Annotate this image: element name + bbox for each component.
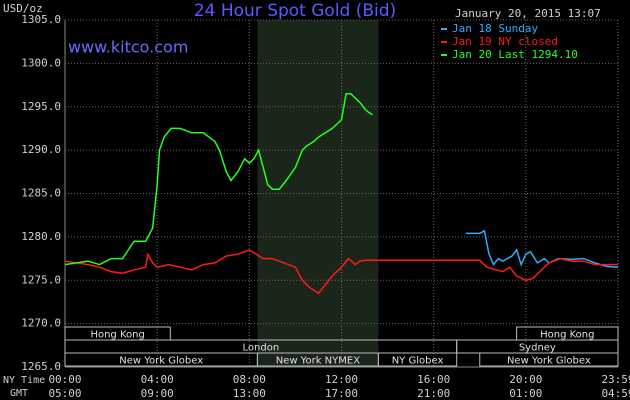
x2-tick-label: 01:00 (509, 387, 542, 400)
session-label: Hong Kong (540, 330, 594, 341)
x-tick-label: 12:00 (325, 373, 358, 386)
session-label: Hong Kong (90, 330, 144, 341)
y-tick-label: 1305.0 (21, 13, 61, 26)
x2-tick-label: 05:00 (48, 387, 81, 400)
x2-tick-label: 09:00 (141, 387, 174, 400)
x-tick-label: 20:00 (509, 373, 542, 386)
chart-title: 24 Hour Spot Gold (Bid) (194, 1, 396, 21)
series-line (64, 249, 618, 295)
x-tick-label: 16:00 (417, 373, 450, 386)
x-tick-label: 00:00 (48, 373, 81, 386)
x2-tick-label: 13:00 (233, 387, 266, 400)
session-label: London (243, 343, 280, 354)
x-tick-label: 04:00 (141, 373, 174, 386)
y-tick-label: 1295.0 (21, 100, 61, 113)
x-tick-label: 08:00 (233, 373, 266, 386)
y-tick-label: 1280.0 (21, 230, 61, 243)
x2-tick-label: 17:00 (325, 387, 358, 400)
series-line (64, 92, 373, 266)
y-tick-label: 1290.0 (21, 143, 61, 156)
legend-label: Jan 20 Last 1294.10 (452, 48, 578, 61)
x2-axis-label: GMT (10, 388, 28, 399)
y-tick-label: 1300.0 (21, 56, 61, 69)
x-axis-label: NY Time (3, 375, 45, 386)
x2-tick-label: 04:59 (601, 387, 630, 400)
session-label: New York Globex (119, 356, 203, 367)
x2-tick-label: 21:00 (417, 387, 450, 400)
legend-label: Jan 19 NY closed (452, 35, 558, 48)
session-box (377, 352, 458, 367)
session-label: Sydney (519, 343, 556, 354)
x-tick-label: 23:59 (601, 373, 630, 386)
series-line (465, 229, 619, 268)
y-tick-label: 1265.0 (21, 360, 61, 373)
watermark: www.kitco.com (68, 38, 188, 57)
session-label: NY Globex (392, 356, 444, 367)
y-axis-label: USD/oz (3, 2, 43, 15)
date-label: January 20, 2015 13:07 (455, 7, 601, 20)
y-tick-label: 1275.0 (21, 273, 61, 286)
session-label: New York Globex (507, 356, 591, 367)
y-tick-label: 1285.0 (21, 187, 61, 200)
session-label: New York NYMEX (276, 356, 361, 367)
y-tick-label: 1270.0 (21, 317, 61, 330)
session-box (479, 352, 619, 367)
legend-label: Jan 18 Sunday (452, 22, 538, 35)
